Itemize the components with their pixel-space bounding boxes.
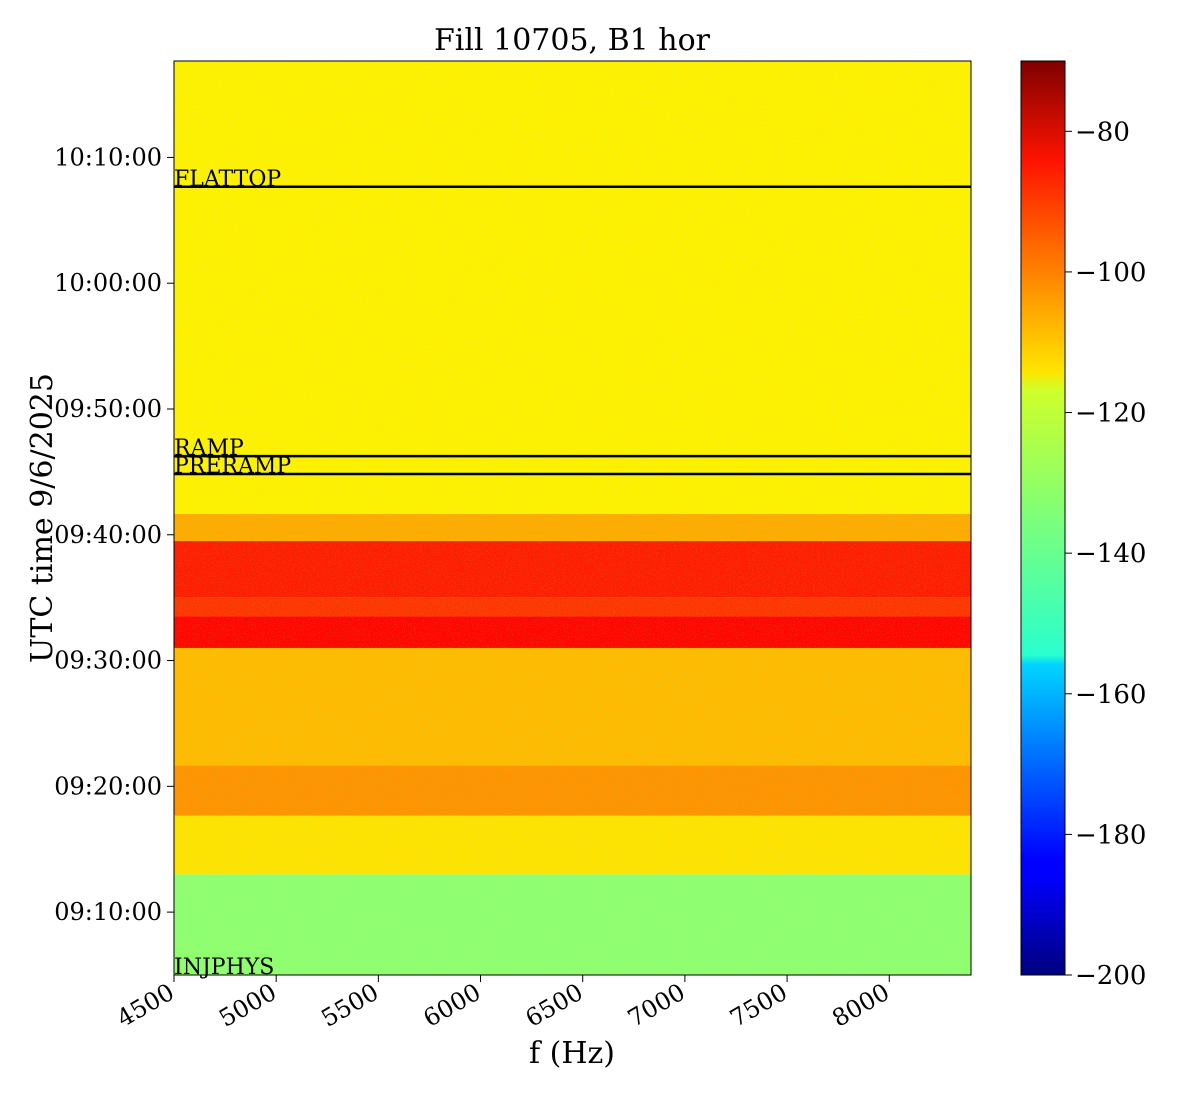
y-tick-label: 09:40:00 — [54, 521, 162, 549]
phase-marker-label: INJPHYS — [174, 955, 274, 980]
x-tick-label: 5500 — [316, 978, 383, 1033]
x-axis: 4500 5000 5500 6000 6500 7000 7500 8000 — [112, 975, 894, 1033]
y-tick-label: 09:30:00 — [54, 647, 162, 675]
x-tick-label: 4500 — [112, 978, 179, 1033]
plot-area — [173, 60, 972, 976]
y-tick-label: 09:10:00 — [54, 898, 162, 926]
phase-marker-label: PRERAMP — [174, 454, 291, 479]
x-tick-label: 6500 — [521, 978, 588, 1033]
y-axis: 09:10:00 09:20:00 09:30:00 09:40:00 09:50:00… — [54, 143, 174, 926]
x-tick-label: 6000 — [419, 978, 486, 1033]
colorbar-tick-label: −120 — [1075, 399, 1146, 429]
x-tick-label: 8000 — [827, 978, 894, 1033]
y-tick-label: 09:20:00 — [54, 772, 162, 800]
chart-title: Fill 10705, B1 hor — [434, 23, 711, 58]
colorbar-tick-label: −200 — [1075, 961, 1146, 991]
colorbar-gradient — [1020, 60, 1066, 976]
colorbar-tick-label: −140 — [1075, 539, 1146, 569]
colorbar-tick-label: −100 — [1075, 258, 1146, 288]
colorbar-tick-label: −180 — [1075, 820, 1146, 850]
plot-frame — [173, 60, 972, 976]
y-tick-label: 09:50:00 — [54, 395, 162, 423]
noise-texture — [174, 61, 971, 975]
x-tick-label: 7000 — [623, 978, 690, 1033]
x-axis-label: f (Hz) — [529, 1036, 615, 1071]
colorbar: −80 −100 −120 −140 −160 −180 −200 — [1020, 60, 1146, 991]
phase-marker-label: FLATTOP — [174, 167, 281, 192]
x-tick-label: 7500 — [725, 978, 792, 1033]
y-tick-label: 10:00:00 — [54, 269, 162, 297]
colorbar-tick-label: −160 — [1075, 680, 1146, 710]
colorbar-tick-label: −80 — [1075, 117, 1130, 147]
x-tick-label: 5000 — [214, 978, 281, 1033]
y-axis-label: UTC time 9/6/2025 — [25, 373, 60, 663]
phase-marker-label: RAMP — [174, 436, 244, 461]
y-tick-label: 10:10:00 — [54, 143, 162, 171]
